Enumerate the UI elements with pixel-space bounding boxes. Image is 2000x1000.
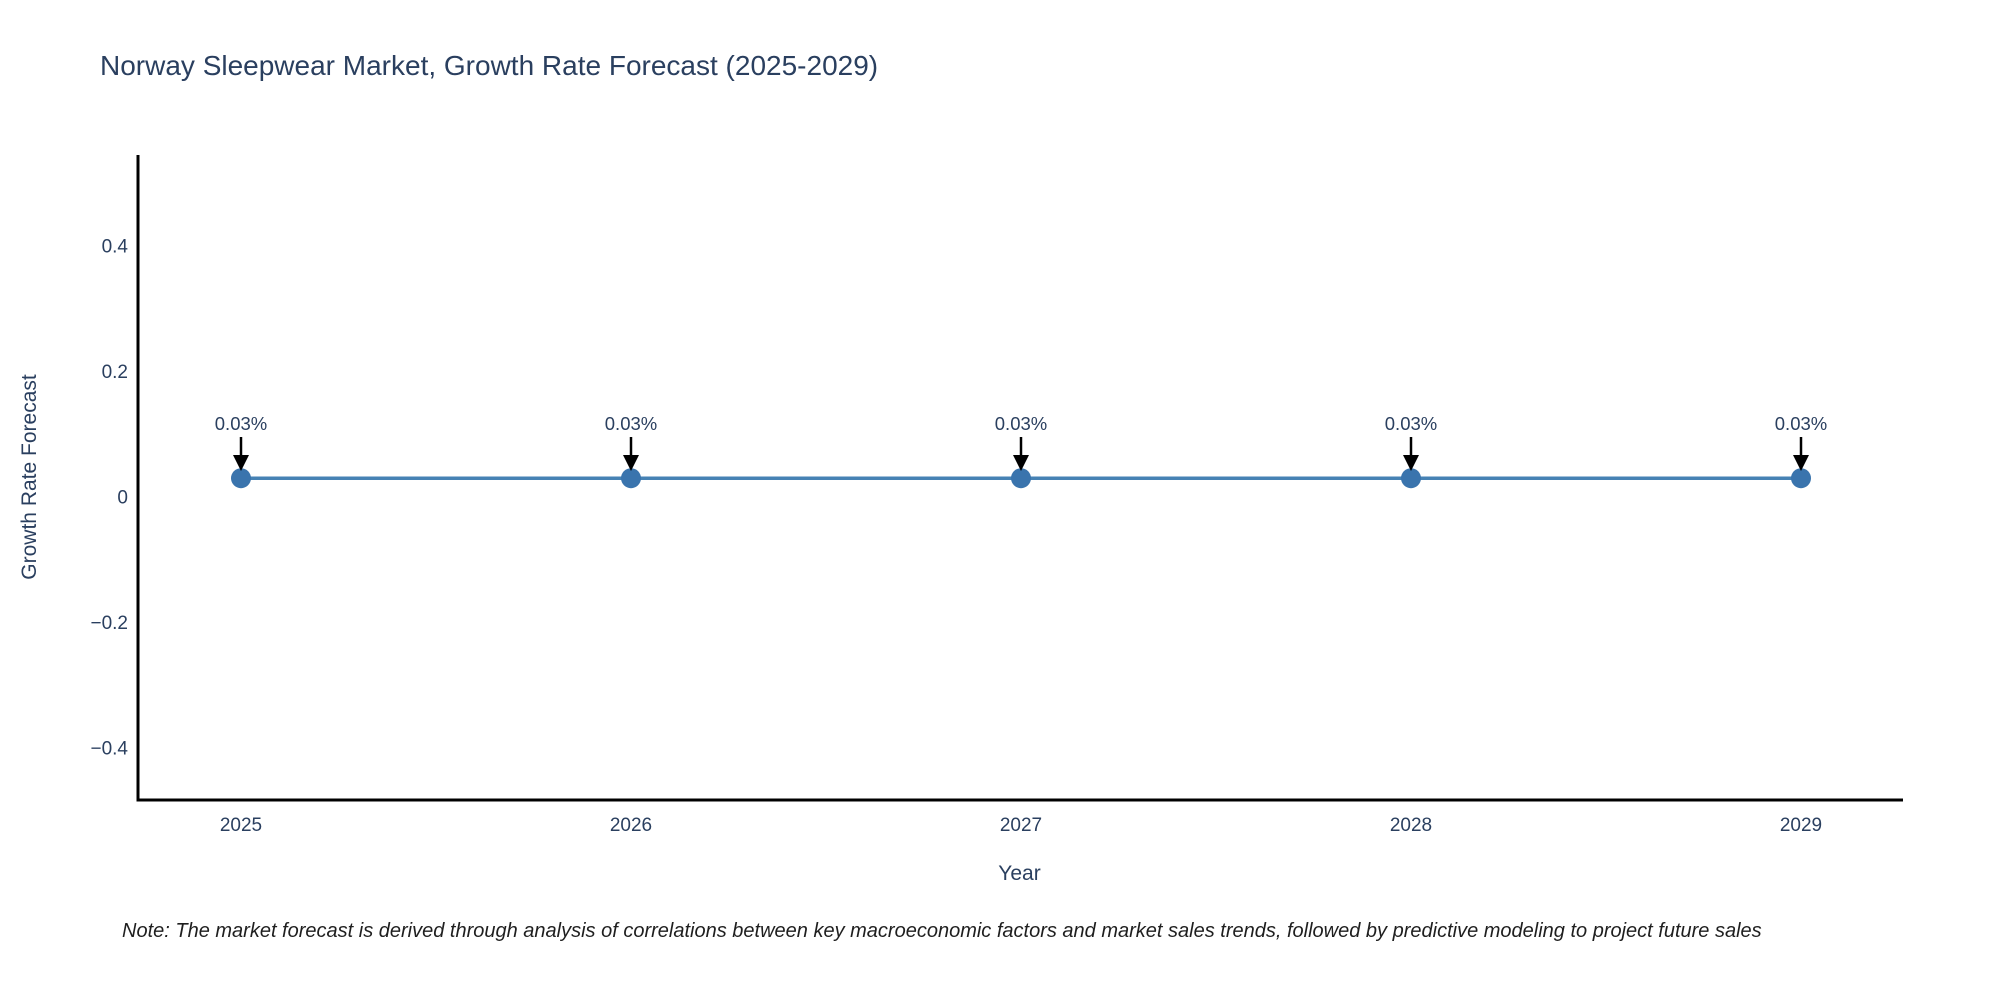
data-point-marker <box>621 468 641 489</box>
annotation-arrowhead <box>1013 455 1029 471</box>
point-annotation-label: 0.03% <box>995 413 1047 434</box>
y-tick-label: 0.2 <box>102 362 128 383</box>
y-tick-label: −0.4 <box>90 738 128 759</box>
x-tick-label: 2026 <box>610 815 652 836</box>
data-point-marker <box>1791 468 1811 489</box>
y-tick-label: 0.4 <box>102 237 129 258</box>
data-point-marker <box>1011 468 1031 489</box>
annotation-arrowhead <box>1793 455 1809 471</box>
point-annotation-label: 0.03% <box>1385 413 1437 434</box>
y-tick-label: −0.2 <box>90 613 128 634</box>
annotation-arrowhead <box>1403 455 1419 471</box>
data-point-marker <box>1401 468 1421 489</box>
point-annotation-label: 0.03% <box>1775 413 1827 434</box>
point-annotation-label: 0.03% <box>605 413 657 434</box>
point-annotation-label: 0.03% <box>215 413 267 434</box>
y-tick-label: 0 <box>117 488 128 509</box>
x-tick-label: 2027 <box>1000 815 1042 836</box>
x-axis-title: Year <box>998 862 1041 885</box>
chart-footnote: Note: The market forecast is derived thr… <box>122 920 1762 942</box>
x-tick-label: 2028 <box>1390 815 1432 836</box>
x-tick-label: 2025 <box>220 815 262 836</box>
chart-title: Norway Sleepwear Market, Growth Rate For… <box>100 50 879 81</box>
annotation-arrowhead <box>233 455 249 471</box>
x-tick-label: 2029 <box>1780 815 1822 836</box>
data-point-marker <box>231 468 251 489</box>
annotation-arrowhead <box>623 455 639 471</box>
